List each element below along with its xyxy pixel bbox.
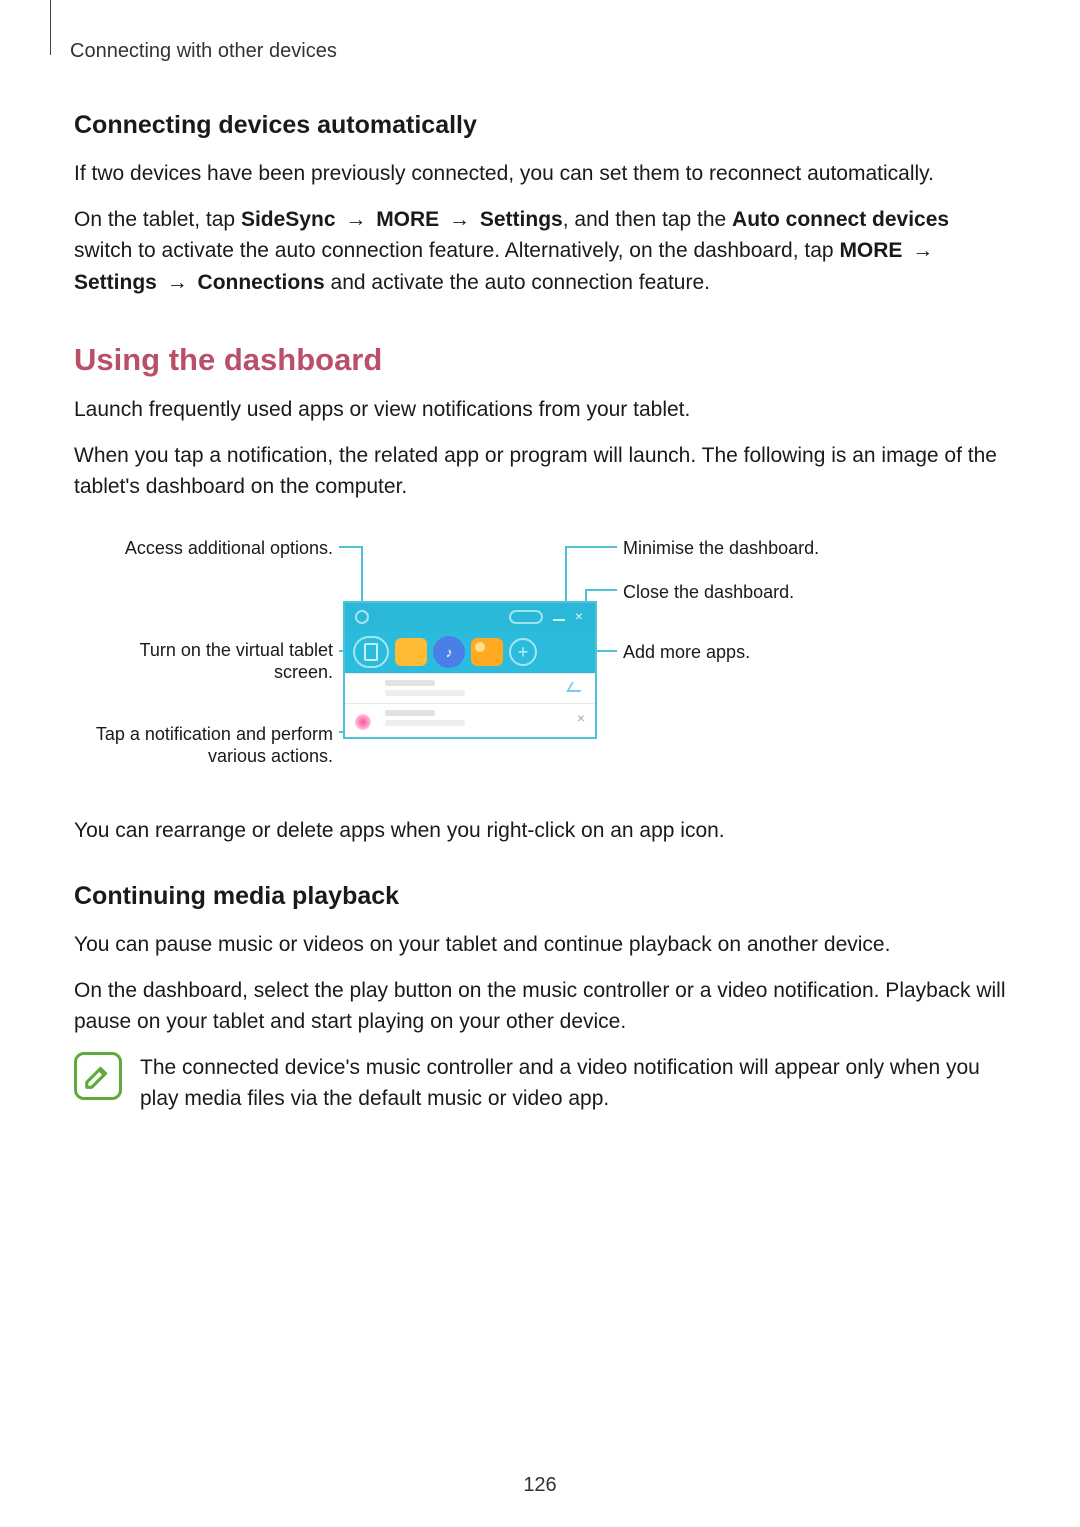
text: various actions. <box>208 746 333 766</box>
note-text: The connected device's music controller … <box>140 1052 1006 1115</box>
close-icon: × <box>571 608 587 624</box>
arrow-icon: → <box>908 235 937 267</box>
music-icon: ♪ <box>433 636 465 668</box>
para-auto-steps: On the tablet, tap SideSync → MORE → Set… <box>74 204 1006 299</box>
callout-notification: Tap a notification and perform various a… <box>75 723 333 768</box>
callout-close: Close the dashboard. <box>623 581 794 604</box>
dashboard-header: × <box>345 603 595 631</box>
bold-more-2: MORE <box>839 239 902 262</box>
text: On the tablet, tap <box>74 208 241 231</box>
bold-connections: Connections <box>198 271 325 294</box>
bold-settings-2: Settings <box>74 271 157 294</box>
callout-minimise: Minimise the dashboard. <box>623 537 819 560</box>
callout-add-apps: Add more apps. <box>623 641 750 664</box>
arrow-icon: → <box>445 204 474 236</box>
notification-row-2: × <box>345 703 595 733</box>
para-media-2: On the dashboard, select the play button… <box>74 975 1006 1038</box>
para-dashboard-2: When you tap a notification, the related… <box>74 440 1006 503</box>
text: Turn on the virtual tablet <box>140 640 333 660</box>
text: Tap a notification and perform <box>96 724 333 744</box>
para-media-1: You can pause music or videos on your ta… <box>74 929 1006 961</box>
notification-dot-icon <box>355 714 371 730</box>
folder-icon <box>395 638 427 666</box>
text: screen. <box>274 662 333 682</box>
text: and activate the auto connection feature… <box>325 271 710 294</box>
add-app-icon: + <box>509 638 537 666</box>
text: switch to activate the auto connection f… <box>74 239 839 262</box>
section-title-connecting-auto: Connecting devices automatically <box>74 111 1006 140</box>
note-icon <box>74 1052 122 1100</box>
dashboard-diagram: Access additional options. Turn on the v… <box>75 531 1005 791</box>
para-auto-intro: If two devices have been previously conn… <box>74 158 1006 190</box>
bold-more: MORE <box>376 208 439 231</box>
share-icon <box>566 682 586 692</box>
minimise-icon <box>553 619 565 621</box>
tablet-screen-icon <box>353 636 389 668</box>
bold-settings: Settings <box>480 208 563 231</box>
arrow-icon: → <box>163 267 192 299</box>
notification-row-1 <box>345 673 595 703</box>
gear-icon <box>355 610 369 624</box>
bold-auto-connect: Auto connect devices <box>732 208 949 231</box>
para-rearrange: You can rearrange or delete apps when yo… <box>74 815 1006 847</box>
text: , and then tap the <box>563 208 732 231</box>
breadcrumb: Connecting with other devices <box>70 40 1006 63</box>
arrow-icon: → <box>341 204 370 236</box>
dashboard-app-row: ♪ + <box>345 631 595 673</box>
note-block: The connected device's music controller … <box>74 1052 1006 1115</box>
para-dashboard-1: Launch frequently used apps or view noti… <box>74 394 1006 426</box>
dashboard-mock: × ♪ + × <box>343 601 597 739</box>
page-number: 126 <box>0 1474 1080 1497</box>
bold-sidesync: SideSync <box>241 208 336 231</box>
section-title-media: Continuing media playback <box>74 882 1006 911</box>
heading-using-dashboard: Using the dashboard <box>74 342 1006 378</box>
dismiss-icon: × <box>577 710 585 726</box>
gallery-icon <box>471 638 503 666</box>
battery-pill-icon <box>509 610 543 624</box>
callout-options: Access additional options. <box>75 537 333 560</box>
callout-virtual-tablet: Turn on the virtual tablet screen. <box>75 639 333 684</box>
